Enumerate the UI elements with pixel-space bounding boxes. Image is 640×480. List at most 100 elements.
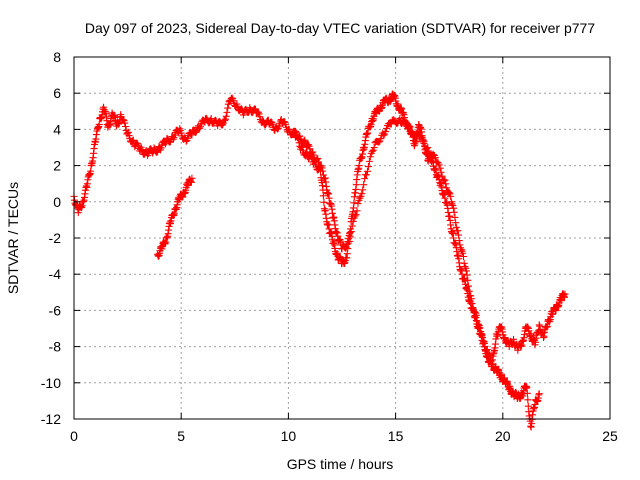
data-point-marker — [304, 141, 312, 149]
data-point-marker — [119, 116, 127, 124]
data-point-marker — [342, 244, 350, 252]
data-point-marker — [459, 253, 467, 261]
x-tick-label: 10 — [281, 428, 297, 444]
data-point-marker — [452, 223, 460, 231]
data-point-marker — [417, 132, 425, 140]
data-point-marker — [449, 204, 457, 212]
data-point-marker — [353, 207, 361, 215]
data-point-marker — [301, 136, 309, 144]
x-tick-label: 5 — [177, 428, 185, 444]
data-point-marker — [366, 153, 374, 161]
data-point-marker — [451, 213, 459, 221]
data-point-marker — [464, 276, 472, 284]
axis-ticks: 0 5 10 15 20 25 -12 -10 -8 -6 -4 -2 0 2 4 6 8 — [41, 49, 618, 444]
data-point-marker — [121, 119, 129, 127]
data-point-marker — [431, 154, 439, 162]
data-point-marker — [95, 120, 103, 128]
x-tick-label: 15 — [388, 428, 404, 444]
data-point-marker — [475, 320, 483, 328]
data-point-marker — [477, 328, 485, 336]
data-point-marker — [309, 148, 317, 156]
data-point-marker — [377, 135, 385, 143]
data-point-marker — [166, 138, 174, 146]
data-point-marker — [465, 287, 473, 295]
data-point-marker — [535, 390, 543, 398]
data-point-marker — [400, 116, 408, 124]
x-axis-label: GPS time / hours — [287, 456, 394, 472]
data-point-marker — [365, 157, 373, 165]
data-point-marker — [462, 267, 470, 275]
data-point-marker — [467, 295, 475, 303]
data-point-marker — [349, 217, 357, 225]
data-point-marker — [476, 324, 484, 332]
data-point-marker — [352, 211, 360, 219]
data-point-marker — [404, 120, 412, 128]
y-tick-label: -4 — [49, 266, 62, 282]
data-point-marker — [125, 132, 133, 140]
data-point-marker — [221, 117, 229, 125]
data-point-marker — [441, 176, 449, 184]
x-tick-label: 20 — [495, 428, 511, 444]
data-point-marker — [223, 108, 231, 116]
data-point-marker — [454, 227, 462, 235]
data-point-marker — [359, 186, 367, 194]
y-tick-label: 6 — [53, 85, 61, 101]
data-point-marker — [561, 290, 569, 298]
data-point-marker — [318, 164, 326, 172]
data-point-marker — [445, 189, 453, 197]
data-point-marker — [363, 167, 371, 175]
data-point-marker — [370, 144, 378, 151]
data-point-marker — [169, 135, 177, 143]
data-point-marker — [320, 198, 328, 206]
y-tick-label: -2 — [49, 230, 62, 246]
chart-title: Day 097 of 2023, Sidereal Day-to-day VTE… — [85, 20, 595, 36]
y-tick-label: -8 — [49, 339, 62, 355]
data-point-marker — [129, 136, 137, 144]
data-point-marker — [254, 108, 262, 116]
data-point-marker — [345, 237, 353, 245]
data-point-marker — [314, 158, 322, 166]
data-point-marker — [368, 147, 376, 155]
data-point-marker — [363, 171, 371, 179]
data-point-marker — [472, 311, 480, 319]
data-point-marker — [405, 124, 413, 132]
data-point-marker — [360, 181, 368, 189]
y-tick-label: -12 — [41, 411, 61, 427]
data-point-marker — [347, 228, 355, 236]
data-point-marker — [380, 131, 388, 139]
data-point-marker — [319, 167, 327, 175]
y-tick-label: 8 — [53, 49, 61, 65]
data-point-marker — [361, 175, 369, 183]
data-point-marker — [456, 241, 464, 249]
data-point-marker — [470, 307, 478, 315]
data-point-marker — [153, 148, 161, 156]
data-point-marker — [424, 144, 432, 151]
data-point-marker — [450, 208, 458, 216]
data-point-marker — [192, 128, 200, 136]
data-point-marker — [354, 200, 362, 208]
data-point-marker — [452, 219, 460, 227]
data-point-marker — [121, 123, 129, 131]
data-point-marker — [455, 237, 463, 245]
data-point-marker — [463, 271, 471, 279]
data-point-marker — [129, 137, 137, 145]
data-point-marker — [464, 282, 472, 290]
data-point-marker — [435, 161, 443, 169]
data-point-marker — [309, 151, 317, 159]
data-point-marker — [346, 233, 354, 241]
data-point-marker — [447, 192, 455, 200]
data-point-marker — [177, 129, 185, 137]
data-point-marker — [350, 199, 358, 207]
data-point-marker — [358, 190, 366, 198]
y-axis-label: SDTVAR / TECUs — [5, 182, 21, 294]
y-tick-label: 0 — [53, 194, 61, 210]
data-point-marker — [457, 246, 465, 254]
data-point-marker — [351, 212, 359, 220]
data-point-marker — [124, 128, 132, 136]
data-point-marker — [468, 300, 476, 308]
data-point-marker — [442, 180, 450, 188]
data-point-marker — [224, 104, 232, 112]
data-point-marker — [314, 154, 322, 162]
data-point-marker — [460, 259, 468, 267]
